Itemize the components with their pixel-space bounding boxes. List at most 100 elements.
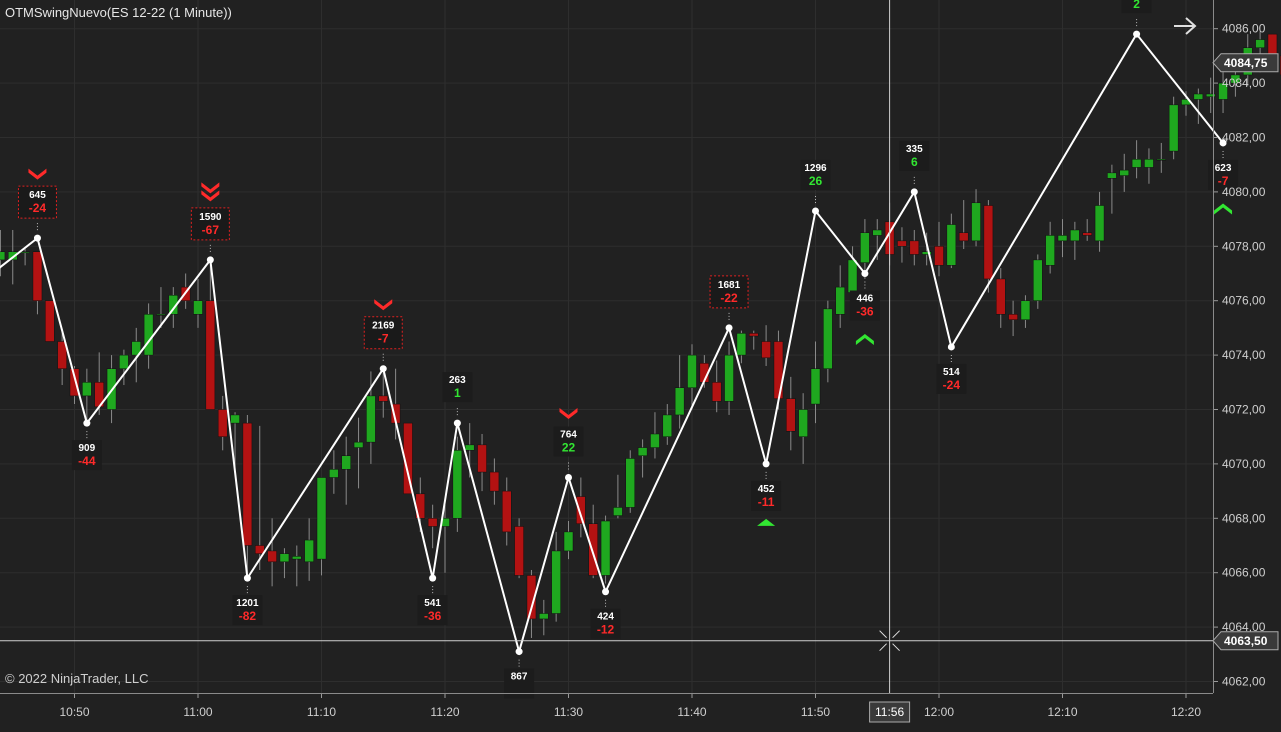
swing-volume: 2169 <box>372 321 395 332</box>
candle <box>736 330 747 364</box>
x-tick-label: 11:30 <box>554 705 583 719</box>
swing-label: 909-44 <box>71 419 102 471</box>
swing-point <box>429 574 437 582</box>
swing-point <box>910 188 918 196</box>
candle <box>798 393 808 464</box>
candle-body <box>8 251 18 261</box>
current-price-flag: 4084,75 <box>1212 53 1279 73</box>
candle <box>921 232 932 266</box>
candle-body <box>464 444 475 451</box>
swing-label-box <box>363 316 403 350</box>
x-tick-label: 11:20 <box>430 705 459 719</box>
candle <box>749 330 759 350</box>
candle-body <box>872 229 882 236</box>
swing-volume: 1590 <box>199 212 222 223</box>
candle <box>823 300 833 383</box>
candle-body <box>971 202 981 242</box>
sell-chevron-icon <box>559 408 578 419</box>
candle <box>242 414 253 576</box>
candle-body <box>69 368 80 397</box>
swing-label: 1590-67 <box>190 182 230 264</box>
swing-volume: 541 <box>424 598 441 609</box>
swing-point <box>725 324 733 332</box>
swing-line <box>0 32 1224 656</box>
candle <box>1008 300 1018 337</box>
swing-value: -12 <box>597 623 615 637</box>
swing-value: -11 <box>758 495 775 509</box>
current-price-flag-text: 4084,75 <box>1224 56 1268 70</box>
candle <box>131 327 141 383</box>
candle <box>761 325 771 366</box>
candle <box>971 189 981 247</box>
candle <box>897 227 907 263</box>
candle <box>353 417 364 489</box>
swing-label: 1201-82 <box>232 574 263 626</box>
swing-point <box>83 419 91 427</box>
candle <box>1144 148 1154 184</box>
candle-body <box>1168 104 1179 152</box>
x-tick-label: 11:50 <box>801 705 830 719</box>
swing-point <box>947 343 955 351</box>
swing-label-bg <box>800 159 831 190</box>
swing-point <box>379 365 387 373</box>
candle-body <box>909 240 920 255</box>
candle-body <box>711 382 722 402</box>
candle-body <box>168 295 179 315</box>
candle-body <box>119 354 129 369</box>
swing-point <box>812 207 819 215</box>
swing-value: -36 <box>424 609 442 623</box>
scroll-right-arrow-icon[interactable] <box>1174 17 1197 35</box>
candle <box>255 425 265 570</box>
candle <box>329 450 339 494</box>
candle-body <box>366 395 376 443</box>
candle <box>674 355 685 429</box>
candle-body <box>514 526 524 576</box>
candle <box>1045 221 1055 274</box>
swing-point <box>33 234 41 242</box>
candle-body <box>576 496 586 524</box>
x-tick-label: 11:10 <box>307 705 336 719</box>
swing-volume: 909 <box>79 443 96 454</box>
crosshair-cursor-icon <box>879 630 900 652</box>
candle <box>724 341 734 415</box>
swing-point <box>1219 139 1227 147</box>
candle-body <box>1008 314 1018 320</box>
candle-body <box>316 477 327 560</box>
candle-body <box>526 575 537 620</box>
candle-body <box>143 314 154 356</box>
candle-body <box>897 240 907 247</box>
candle-body <box>749 333 759 337</box>
swing-label-bg <box>232 595 263 626</box>
candle <box>452 436 463 532</box>
crosshair-price-flag: 4063,50 <box>1212 631 1279 651</box>
candle <box>1107 164 1117 214</box>
sell-chevron-icon <box>28 168 47 180</box>
swing-value: -67 <box>202 223 220 237</box>
grid <box>0 0 1213 693</box>
swing-label: 2169-7 <box>363 299 403 373</box>
candle-body <box>724 354 734 402</box>
candle-body <box>551 550 561 614</box>
candle-body <box>353 441 364 448</box>
buy-chevron-icon <box>855 334 874 345</box>
candle <box>1033 254 1043 309</box>
sell-double-chevron-icon <box>201 182 220 194</box>
candle-body <box>131 341 141 356</box>
candle-body <box>1082 232 1092 236</box>
candle-body <box>773 341 784 399</box>
candle-body <box>279 553 290 563</box>
crosshair-time-bg <box>869 701 911 723</box>
swing-point <box>453 419 461 427</box>
candle <box>600 515 611 584</box>
x-tick-label: 10:50 <box>59 705 89 719</box>
swing-label-bg <box>71 440 102 471</box>
candle <box>983 200 994 293</box>
candle <box>810 341 821 424</box>
crosshair <box>0 0 1213 693</box>
